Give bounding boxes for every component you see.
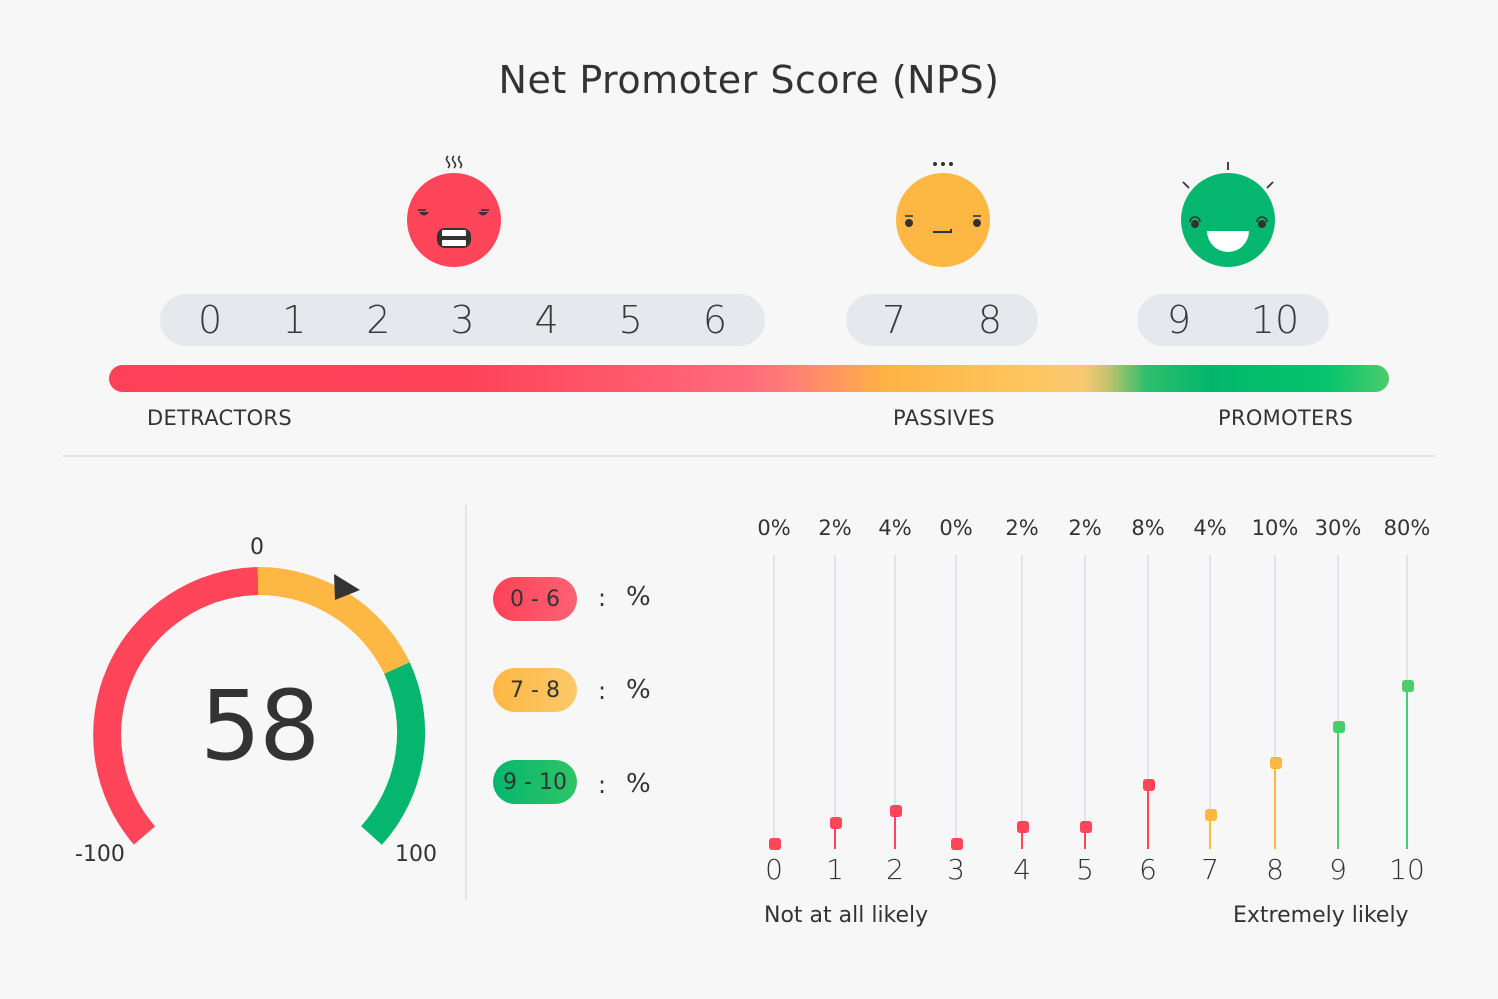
lollipop-stem [1337, 727, 1339, 849]
grid-line [1147, 555, 1149, 785]
lollipop-marker[interactable] [1333, 721, 1345, 733]
score-1[interactable]: 1 [282, 298, 307, 342]
lollipop-stem [1021, 827, 1023, 849]
x-tick-label: 10 [1389, 853, 1425, 886]
grid-line [834, 555, 836, 823]
grid-line [894, 555, 896, 811]
angry-face-icon [407, 155, 501, 267]
passives-score-pill: 7 8 [846, 294, 1038, 346]
x-tick-label: 3 [947, 853, 965, 886]
lollipop-marker[interactable] [1017, 821, 1029, 833]
lollipop-marker[interactable] [1402, 680, 1414, 692]
lollipop-marker[interactable] [951, 838, 963, 850]
score-7[interactable]: 7 [881, 298, 907, 342]
x-tick-label: 7 [1201, 853, 1219, 886]
x-tick-label: 6 [1139, 853, 1157, 886]
happy-face-icon [1181, 162, 1275, 267]
legend-detractors-pill: 0 - 6 [493, 577, 577, 621]
gauge-green-segment [360, 662, 426, 845]
lollipop-stem [1084, 827, 1086, 849]
legend-promoters-value: % [626, 769, 651, 799]
gauge-red-segment [93, 567, 259, 845]
lollipop-marker[interactable] [890, 805, 902, 817]
lollipop-stem [1147, 785, 1149, 849]
lollipop-stem [1274, 763, 1276, 849]
lollipop-stem [1406, 686, 1408, 849]
nps-gradient-bar [109, 365, 1389, 392]
grid-line [1084, 555, 1086, 827]
score-6[interactable]: 6 [702, 298, 727, 342]
lollipop-marker[interactable] [769, 838, 781, 850]
value-label: 4% [1193, 516, 1227, 540]
nps-score-value: 58 [200, 670, 320, 782]
score-4[interactable]: 4 [534, 298, 559, 342]
lollipop-stem [894, 811, 896, 849]
value-label: 2% [1005, 516, 1039, 540]
passives-label: PASSIVES [893, 406, 995, 430]
legend-passives-value: % [626, 675, 651, 705]
x-axis-left-caption: Not at all likely [764, 903, 929, 928]
x-tick-label: 9 [1329, 853, 1347, 886]
score-2[interactable]: 2 [366, 298, 391, 342]
gauge-yellow-segment [257, 566, 410, 675]
value-label: 2% [818, 516, 852, 540]
value-label: 10% [1251, 516, 1299, 540]
gauge-zero-label: 0 [250, 535, 264, 560]
legend-passives-pill: 7 - 8 [493, 668, 577, 712]
grid-line [1406, 555, 1408, 686]
legend-colon: : [598, 771, 607, 799]
value-label: 30% [1314, 516, 1362, 540]
value-label: 4% [878, 516, 912, 540]
x-tick-label: 5 [1076, 853, 1094, 886]
grid-line [1209, 555, 1211, 815]
nps-gauge [93, 566, 426, 845]
grid-line [773, 555, 775, 844]
vertical-divider [465, 505, 467, 900]
score-5[interactable]: 5 [618, 298, 643, 342]
gauge-max-label: 100 [395, 842, 437, 867]
score-8[interactable]: 8 [977, 298, 1003, 342]
value-label: 2% [1068, 516, 1102, 540]
promoters-label: PROMOTERS [1218, 406, 1354, 430]
x-tick-label: 2 [886, 853, 904, 886]
gauge-min-label: -100 [75, 842, 125, 867]
neutral-face-icon [896, 162, 990, 267]
legend-colon: : [598, 677, 607, 705]
score-3[interactable]: 3 [450, 298, 475, 342]
grid-line [1274, 555, 1276, 763]
promoters-score-pill: 9 10 [1137, 294, 1329, 346]
x-axis-right-caption: Extremely likely [1233, 903, 1409, 928]
gauge-pointer-icon [334, 574, 360, 600]
value-label: 0% [757, 516, 791, 540]
lollipop-stem [1209, 815, 1211, 849]
value-label: 80% [1383, 516, 1431, 540]
grid-line [1021, 555, 1023, 827]
x-tick-label: 8 [1266, 853, 1284, 886]
legend-promoters-pill: 9 - 10 [493, 760, 577, 804]
grid-line [1337, 555, 1339, 727]
detractors-score-pill: 0 1 2 3 4 5 6 [160, 294, 765, 346]
lollipop-marker[interactable] [1080, 821, 1092, 833]
lollipop-marker[interactable] [1143, 779, 1155, 791]
lollipop-marker[interactable] [1205, 809, 1217, 821]
value-label: 0% [939, 516, 973, 540]
lollipop-marker[interactable] [1270, 757, 1282, 769]
x-tick-label: 4 [1013, 853, 1031, 886]
detractors-label: DETRACTORS [147, 406, 292, 430]
section-divider [63, 455, 1435, 457]
score-9[interactable]: 9 [1166, 298, 1192, 342]
score-0[interactable]: 0 [197, 298, 223, 342]
score-10[interactable]: 10 [1250, 298, 1300, 342]
x-tick-label: 0 [765, 853, 783, 886]
lollipop-marker[interactable] [830, 817, 842, 829]
lollipop-stem [834, 823, 836, 849]
grid-line [955, 555, 957, 844]
x-tick-label: 1 [826, 853, 844, 886]
legend-colon: : [598, 584, 607, 612]
value-label: 8% [1131, 516, 1165, 540]
legend-detractors-value: % [626, 582, 651, 612]
page-title: Net Promoter Score (NPS) [498, 58, 1000, 102]
